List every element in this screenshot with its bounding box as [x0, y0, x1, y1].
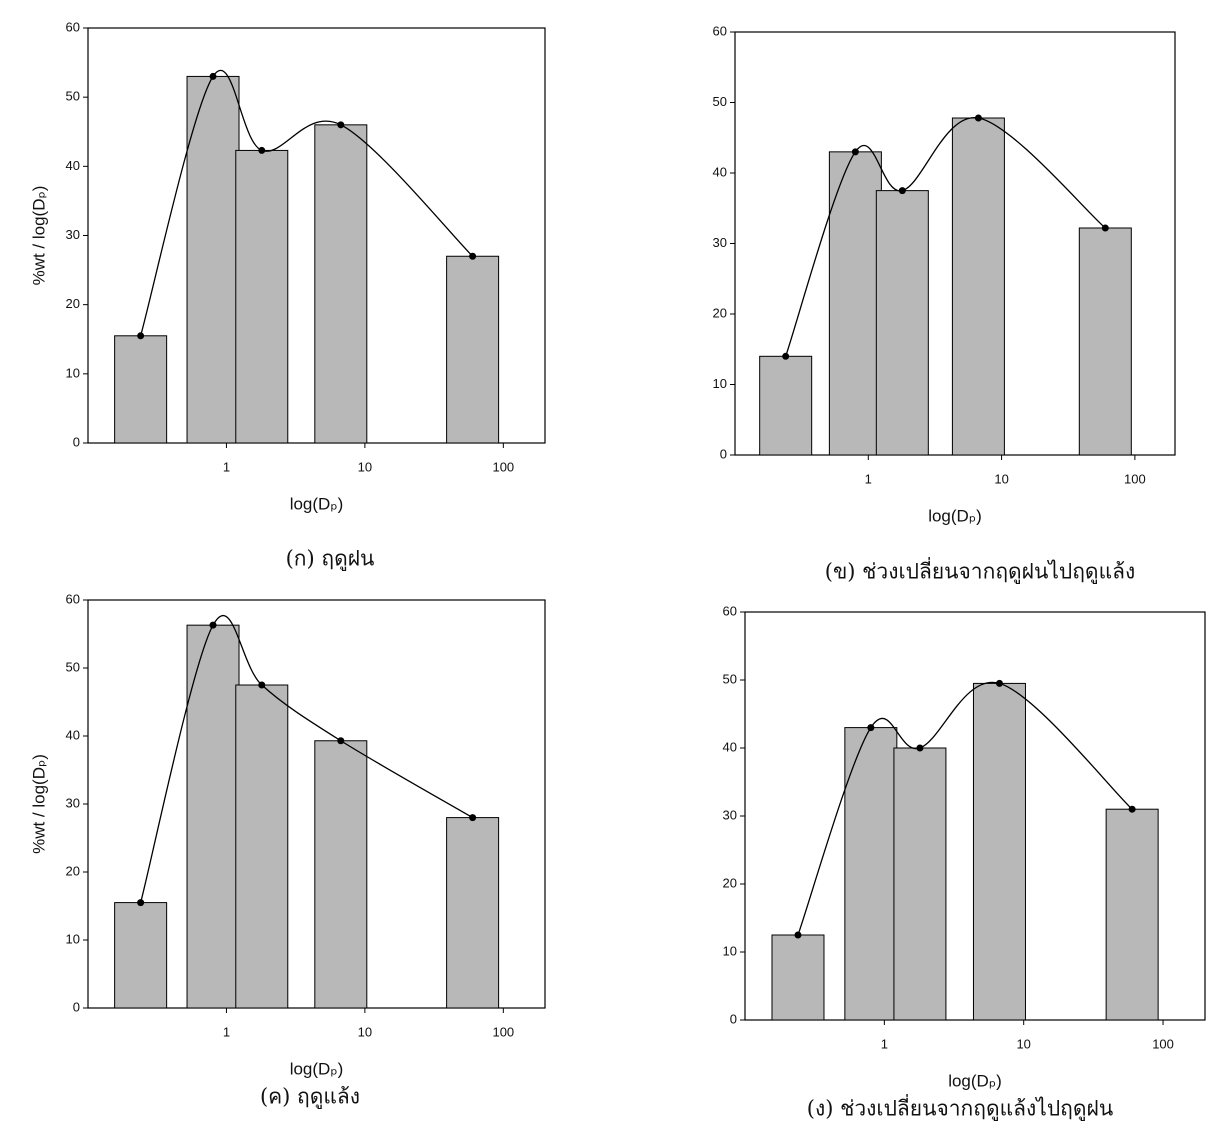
bar [894, 748, 946, 1020]
x-tick-label: 10 [358, 1024, 372, 1039]
y-tick-label: 60 [66, 19, 80, 34]
y-tick-label: 0 [720, 446, 727, 461]
bar [876, 191, 928, 455]
point [794, 932, 801, 939]
bar [236, 150, 288, 443]
caption: (ข) ช่วงเปลี่ยนจากฤดูฝนไปฤดูแล้ง [825, 557, 1135, 585]
y-axis-label: %wt / log(Dₚ) [29, 186, 48, 286]
bar [973, 683, 1025, 1020]
x-tick-label: 10 [1016, 1036, 1030, 1051]
y-tick-label: 50 [723, 671, 737, 686]
y-tick-label: 60 [66, 591, 80, 606]
bar [115, 336, 167, 443]
bar [236, 685, 288, 1008]
y-tick-label: 0 [73, 434, 80, 449]
x-tick-label: 1 [865, 471, 872, 486]
point [975, 115, 982, 122]
y-tick-label: 10 [713, 376, 727, 391]
x-axis-label: log(Dₚ) [290, 494, 344, 513]
point [867, 724, 874, 731]
y-tick-label: 40 [66, 727, 80, 742]
bar [315, 741, 367, 1008]
point [852, 148, 859, 155]
chart: 0 10 20 30 40 50 60 1 10 100 log(Dₚ) (ง) ช่วงเปลี่ย… [723, 603, 1205, 1121]
y-tick-label: 30 [713, 235, 727, 250]
bar [760, 356, 812, 455]
y-tick-label: 10 [723, 943, 737, 958]
bar [952, 118, 1004, 455]
caption: (ก) ฤดูฝน [286, 547, 375, 572]
caption: (ค) ฤดูแล้ง [260, 1085, 360, 1110]
y-tick-label: 50 [66, 89, 80, 104]
chart: 0 10 20 30 40 50 60 1 10 100 log(Dₚ) %wt / log(Dₚ) (… [29, 591, 545, 1109]
bar [447, 818, 499, 1008]
bar [187, 76, 239, 443]
caption: (ง) ช่วงเปลี่ยนจากฤดูแล้งไปฤดูฝน [807, 1094, 1113, 1122]
point [469, 253, 476, 260]
x-tick-label: 10 [358, 459, 372, 474]
bar [829, 152, 881, 455]
point [258, 147, 265, 154]
x-tick-label: 1 [223, 1024, 230, 1039]
bar [1079, 228, 1131, 455]
x-tick-label: 100 [1124, 471, 1146, 486]
y-tick-label: 60 [723, 603, 737, 618]
point [899, 187, 906, 194]
bar [845, 728, 897, 1020]
bar [447, 256, 499, 443]
point [258, 682, 265, 689]
point [996, 680, 1003, 687]
y-tick-label: 0 [73, 999, 80, 1014]
x-tick-label: 100 [1152, 1036, 1174, 1051]
y-tick-label: 30 [66, 227, 80, 242]
y-tick-label: 10 [66, 931, 80, 946]
point [782, 353, 789, 360]
x-axis-label: log(Dₚ) [948, 1071, 1002, 1090]
point [337, 737, 344, 744]
chart: 0 10 20 30 40 50 60 1 10 100 log(Dₚ) %wt / log(Dₚ) (… [29, 19, 545, 571]
point [1129, 806, 1136, 813]
y-tick-label: 20 [713, 305, 727, 320]
chart: 0 10 20 30 40 50 60 1 10 100 log(Dₚ) (ข) ช่วงเปลี่ย… [713, 23, 1175, 584]
point [137, 332, 144, 339]
x-axis-label: log(Dₚ) [290, 1059, 344, 1078]
y-tick-label: 40 [723, 739, 737, 754]
y-tick-label: 20 [723, 875, 737, 890]
figure: 0102030405060110100log(Dₚ)%wt / log(Dₚ)(… [0, 0, 1223, 1145]
x-tick-label: 100 [492, 1024, 514, 1039]
y-tick-label: 50 [713, 94, 727, 109]
x-tick-label: 100 [492, 459, 514, 474]
point [916, 745, 923, 752]
point [210, 622, 217, 629]
bar [315, 125, 367, 443]
y-axis-label: %wt / log(Dₚ) [29, 754, 48, 854]
x-tick-label: 1 [881, 1036, 888, 1051]
y-tick-label: 10 [66, 365, 80, 380]
y-tick-label: 50 [66, 659, 80, 674]
y-tick-label: 0 [730, 1011, 737, 1026]
point [137, 899, 144, 906]
point [210, 73, 217, 80]
y-tick-label: 30 [723, 807, 737, 822]
y-tick-label: 30 [66, 795, 80, 810]
x-tick-label: 1 [223, 459, 230, 474]
point [1102, 224, 1109, 231]
y-tick-label: 40 [713, 164, 727, 179]
x-tick-label: 10 [994, 471, 1008, 486]
bar [187, 625, 239, 1008]
y-tick-label: 20 [66, 296, 80, 311]
y-tick-label: 60 [713, 23, 727, 38]
bar [1106, 809, 1158, 1020]
point [337, 121, 344, 128]
y-tick-label: 40 [66, 158, 80, 173]
y-tick-label: 20 [66, 863, 80, 878]
x-axis-label: log(Dₚ) [928, 506, 982, 525]
bar [772, 935, 824, 1020]
point [469, 814, 476, 821]
bar [115, 903, 167, 1008]
